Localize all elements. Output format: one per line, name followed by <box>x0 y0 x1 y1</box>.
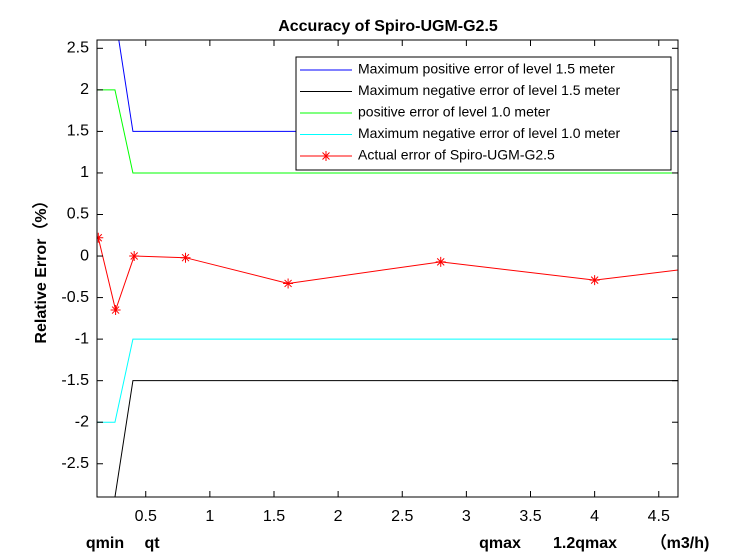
legend-box <box>295 56 672 171</box>
annotation: qmax <box>479 535 521 552</box>
series-line <box>97 237 678 312</box>
series-line <box>114 380 678 497</box>
y-tick-label: 1 <box>80 164 89 181</box>
x-tick-label: 1.5 <box>263 508 285 525</box>
annotation: qt <box>144 535 160 552</box>
x-tick-label: 3 <box>462 508 471 525</box>
series-line <box>97 338 678 423</box>
data-marker <box>180 252 191 263</box>
x-tick-label: 4 <box>590 508 599 525</box>
chart-title: Accuracy of Spiro-UGM-G2.5 <box>278 18 498 35</box>
legend-label: Maximum negative error of level 1.5 mete… <box>358 82 621 98</box>
legend-label: Maximum negative error of level 1.0 mete… <box>358 125 621 141</box>
data-marker <box>283 278 294 289</box>
data-marker <box>129 251 140 262</box>
data-marker <box>110 305 121 316</box>
series-line <box>97 89 678 174</box>
x-tick-label: 2 <box>334 508 343 525</box>
y-tick-label: 2.5 <box>67 40 89 57</box>
plot-area <box>97 40 678 497</box>
x-tick-label: 0.5 <box>135 508 157 525</box>
axes-box <box>96 39 679 498</box>
y-axis-label: Relative Error（%） <box>32 192 50 343</box>
annotation: （m3/h) <box>651 534 710 552</box>
y-tick-label: -1.5 <box>61 372 89 389</box>
x-tick-label: 3.5 <box>519 508 541 525</box>
y-tick-label: 0.5 <box>67 206 89 223</box>
y-tick-label: 2 <box>80 81 89 98</box>
x-tick-label: 2.5 <box>391 508 413 525</box>
annotation: qmin <box>86 535 124 552</box>
x-tick-label: 1 <box>205 508 214 525</box>
legend-label: positive error of level 1.0 meter <box>358 104 551 120</box>
data-marker <box>589 275 600 286</box>
y-tick-label: -1 <box>75 330 89 347</box>
annotation: 1.2qmax <box>553 535 617 552</box>
data-marker <box>97 232 104 243</box>
y-tick-label: 1.5 <box>67 123 89 140</box>
data-marker <box>435 256 446 267</box>
y-tick-label: 0 <box>80 247 89 264</box>
legend-label: Maximum positive error of level 1.5 mete… <box>358 61 615 77</box>
y-tick-label: -2 <box>75 413 89 430</box>
legend-marker <box>321 151 331 161</box>
legend-label: Actual error of Spiro-UGM-G2.5 <box>358 147 555 163</box>
y-tick-label: -0.5 <box>61 289 89 306</box>
x-tick-label: 4.5 <box>648 508 670 525</box>
y-tick-label: -2.5 <box>61 455 89 472</box>
